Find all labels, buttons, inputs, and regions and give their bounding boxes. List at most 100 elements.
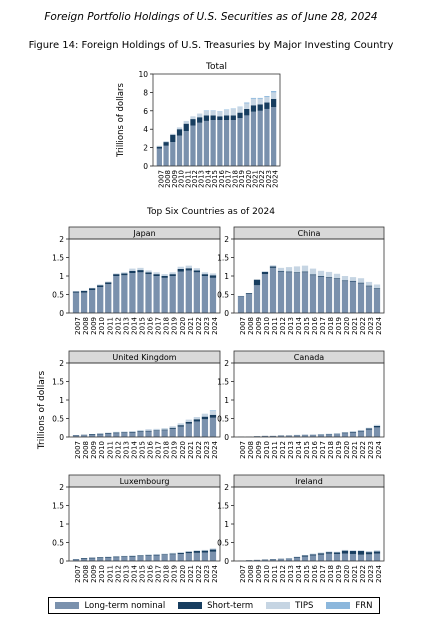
bar-japan-tips-2018 xyxy=(161,274,168,276)
bar-japan-tips-2015 xyxy=(137,267,144,271)
bar-ireland-lt-2012 xyxy=(277,559,285,561)
bar-china-lt-2017 xyxy=(317,276,325,313)
panel-title-japan: Japan xyxy=(132,229,155,238)
bar-china-lt-2019 xyxy=(333,278,341,313)
legend: Long-term nominal Short-term TIPS FRN xyxy=(48,597,380,614)
x-tick-label-canada: 2014 xyxy=(295,440,303,458)
bar-ireland-tips-2021 xyxy=(349,550,357,552)
x-tick-label-ireland: 2024 xyxy=(375,564,383,582)
x-tick-label-united-kingdom: 2010 xyxy=(98,441,106,459)
bar-china-tips-2011 xyxy=(269,265,277,267)
legend-item-frn: FRN xyxy=(326,600,373,611)
x-tick-label-ireland: 2009 xyxy=(255,565,263,583)
legend-swatch-short-term xyxy=(178,602,203,609)
bar-united-kingdom-st-2023 xyxy=(201,416,209,420)
x-tick-label-japan: 2009 xyxy=(90,317,98,335)
x-tick-label-china: 2019 xyxy=(335,317,343,335)
bar-united-kingdom-st-2018 xyxy=(161,429,168,431)
x-tick-label-luxembourg: 2024 xyxy=(211,564,219,582)
bar-ireland-st-2017 xyxy=(317,553,325,555)
bar-china-lt-2013 xyxy=(285,272,293,313)
bar-total-st-2010 xyxy=(176,129,183,136)
y-tick-label-united-kingdom: 0 xyxy=(59,433,64,442)
bar-total-lt-2012 xyxy=(190,125,196,166)
bar-china-st-2016 xyxy=(309,274,317,276)
bar-ireland-lt-2015 xyxy=(301,556,309,561)
bar-united-kingdom-lt-2015 xyxy=(137,431,144,437)
x-tick-label-luxembourg: 2012 xyxy=(114,565,122,583)
bar-total-lt-2017 xyxy=(223,120,230,166)
bar-japan-lt-2016 xyxy=(145,274,152,313)
bar-united-kingdom-st-2022 xyxy=(193,419,201,422)
x-tick-label-total: 2018 xyxy=(231,170,239,188)
legend-label-long-term: Long-term nominal xyxy=(84,600,166,611)
y-tick-label-japan: 0 xyxy=(59,309,64,318)
bar-luxembourg-st-2014 xyxy=(129,555,136,557)
bar-united-kingdom-st-2012 xyxy=(113,432,120,434)
x-tick-label-ireland: 2013 xyxy=(287,565,295,583)
x-tick-label-china: 2024 xyxy=(375,316,383,334)
bar-total-st-2023 xyxy=(264,102,270,109)
bar-china-st-2011 xyxy=(269,266,277,268)
x-tick-label-japan: 2015 xyxy=(138,317,146,335)
bar-china-lt-2011 xyxy=(269,267,277,313)
x-tick-label-total: 2011 xyxy=(184,170,192,188)
x-tick-label-china: 2015 xyxy=(303,317,311,335)
x-tick-label-japan: 2016 xyxy=(147,316,155,334)
x-tick-label-japan: 2022 xyxy=(195,317,203,335)
bar-ireland-tips-2022 xyxy=(357,550,365,552)
bar-total-tips-2014 xyxy=(203,110,210,116)
bar-china-lt-2021 xyxy=(349,281,357,313)
bar-china-st-2020 xyxy=(341,280,349,282)
x-tick-label-total: 2016 xyxy=(218,169,226,187)
x-tick-label-ireland: 2012 xyxy=(279,565,287,583)
x-tick-label-luxembourg: 2015 xyxy=(138,565,146,583)
x-tick-label-total: 2014 xyxy=(204,169,212,187)
bar-china-tips-2022 xyxy=(357,278,365,283)
bar-canada-st-2023 xyxy=(365,428,373,430)
bar-canada-lt-2020 xyxy=(341,433,349,437)
x-tick-label-luxembourg: 2010 xyxy=(98,565,106,583)
bar-japan-st-2010 xyxy=(97,285,104,288)
x-tick-label-ireland: 2016 xyxy=(311,564,319,582)
bar-luxembourg-st-2018 xyxy=(161,554,168,556)
x-tick-label-united-kingdom: 2021 xyxy=(187,441,195,459)
x-tick-label-ireland: 2022 xyxy=(359,565,367,583)
bar-united-kingdom-st-2021 xyxy=(185,421,192,424)
x-tick-label-canada: 2011 xyxy=(271,441,279,459)
bar-total-st-2013 xyxy=(197,117,203,123)
bar-united-kingdom-tips-2024 xyxy=(209,411,217,415)
y-tick-label-luxembourg: 1.5 xyxy=(52,502,64,511)
bar-total-st-2015 xyxy=(210,115,216,120)
bar-luxembourg-lt-2012 xyxy=(113,557,120,561)
bar-japan-st-2023 xyxy=(201,274,209,276)
bar-united-kingdom-tips-2012 xyxy=(113,431,120,433)
bar-united-kingdom-lt-2018 xyxy=(161,430,168,437)
x-tick-label-canada: 2016 xyxy=(311,440,319,458)
y-tick-label-luxembourg: 0.5 xyxy=(52,539,64,548)
bar-united-kingdom-tips-2013 xyxy=(121,431,128,433)
bar-total-tips-2022 xyxy=(257,98,263,105)
x-tick-label-ireland: 2007 xyxy=(239,565,247,583)
bar-luxembourg-st-2016 xyxy=(145,555,152,556)
x-tick-label-total: 2012 xyxy=(191,170,199,188)
bar-united-kingdom-st-2009 xyxy=(88,434,96,435)
bar-luxembourg-st-2015 xyxy=(137,555,144,557)
x-tick-label-canada: 2020 xyxy=(343,441,351,459)
y-tick-label-japan: 1 xyxy=(59,272,64,281)
bar-luxembourg-lt-2010 xyxy=(97,558,104,561)
bar-ireland-st-2016 xyxy=(309,554,317,556)
bar-united-kingdom-lt-2021 xyxy=(185,423,192,437)
bar-china-st-2023 xyxy=(365,285,373,287)
y-tick-label-luxembourg: 0 xyxy=(59,557,64,566)
y-tick-label-total: 10 xyxy=(138,70,148,79)
bar-ireland-lt-2016 xyxy=(309,555,317,561)
bar-total-st-2020 xyxy=(244,108,250,116)
bar-ireland-lt-2014 xyxy=(293,557,301,561)
bar-ireland-tips-2024 xyxy=(373,550,381,552)
bar-total-lt-2016 xyxy=(217,120,223,166)
y-tick-label-luxembourg: 2 xyxy=(59,483,64,492)
bar-luxembourg-tips-2019 xyxy=(169,552,176,554)
legend-label-frn: FRN xyxy=(355,600,373,611)
x-tick-label-united-kingdom: 2024 xyxy=(211,440,219,458)
